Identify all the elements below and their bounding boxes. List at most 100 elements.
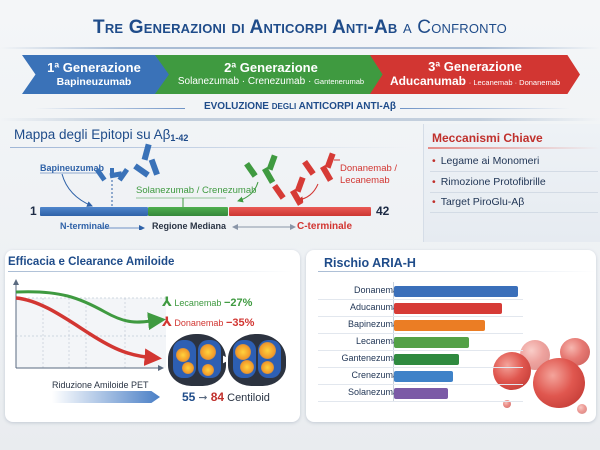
mechanism-divider	[430, 171, 598, 172]
aria-bar-label: Donanemab	[353, 285, 403, 295]
aria-bar-row: Donanemab	[318, 284, 523, 300]
aria-title-divider	[318, 271, 596, 272]
pet-brain-scan-before	[168, 334, 226, 386]
c-terminal-label: C-terminale	[297, 221, 353, 232]
donanemab-label-line: Donanemab /	[340, 163, 398, 174]
mechanism-item-text: Rimozione Protofibrille	[440, 176, 546, 188]
evolution-word: EVOLUZIONE	[203, 101, 269, 112]
generation-1-antibodies: Bapineuzumab	[56, 75, 132, 88]
mechanism-item: • Legame ai Monomeri	[432, 155, 540, 167]
generation-1-chevron: 1ª Generazione Bapineuzumab	[22, 55, 172, 94]
lecanemab-label-line: Lecanemab	[340, 175, 390, 186]
aria-bar-row: Solanezumab	[318, 386, 523, 402]
mechanisms-title: Meccanismi Chiave	[432, 131, 543, 145]
aria-bar-row: Gantenezumab	[318, 352, 523, 368]
solanezumab-crenezumab-label: Solanezumab / Crenezumab	[136, 185, 257, 196]
mechanism-item: • Rimozione Protofibrille	[432, 176, 546, 188]
centiloid-from: 55	[182, 390, 196, 404]
aria-bar	[394, 371, 453, 382]
generation-3-antibodies: Aducanumab	[389, 74, 466, 88]
donanemab-lecanemab-label: Donanemab / Lecanemab	[340, 163, 397, 187]
centiloid-change: 55 ➞ 84 Centiloid	[182, 390, 270, 404]
aria-bar-label: Aducanumab	[349, 302, 403, 312]
amyloid-plaque-illustration	[577, 404, 587, 414]
aria-bar-row: Aducanumab	[318, 301, 523, 317]
aria-bar	[394, 354, 459, 365]
aria-bar	[394, 337, 469, 348]
title-suffix: a Confronto	[402, 17, 507, 38]
aria-bar-row: Crenezumab	[318, 369, 523, 385]
legend-lecanemab-value: −27%	[223, 297, 253, 309]
evolution-antibodies-word: ANTICORPI ANTI-Aβ	[298, 101, 397, 112]
centiloid-to: 84	[210, 390, 225, 404]
legend-donanemab-name: Donanemab	[174, 318, 224, 328]
generation-1-label: 1ª Generazione	[47, 59, 141, 75]
legend-lecanemab-name: Lecanemab	[174, 298, 222, 308]
aria-bar-label: Gantenezumab	[341, 353, 403, 363]
generation-3-label: 3ª Generazione	[428, 59, 522, 74]
antibody-icon-blue-1	[94, 167, 130, 182]
pet-comparison-arrow-icon: ▶	[223, 354, 231, 365]
middle-region-segment	[148, 207, 228, 216]
aria-bar	[394, 303, 502, 314]
evolution-banner: EVOLUZIONE DEGLI ANTICORPI ANTI-Aβ	[0, 101, 600, 112]
region-double-arrow	[232, 224, 296, 230]
middle-region-label: Regione Mediana	[152, 221, 227, 231]
bapineuzumab-label: Bapineuzumab	[40, 163, 105, 173]
efficacy-title-divider	[8, 271, 293, 272]
mechanism-item-text: Legame ai Monomeri	[440, 155, 540, 167]
generation-2-chevron: 2ª Generazione Solanezumab · Crenezumab …	[155, 55, 387, 94]
legend-donanemab: ⅄ Donanemab −35%	[162, 314, 254, 330]
pet-reduction-label: Riduzione Amiloide PET	[52, 380, 149, 390]
sequence-end-position: 42	[376, 204, 390, 218]
legend-donanemab-value: −35%	[225, 317, 255, 329]
aria-bar-label: Bapinezumab	[347, 319, 403, 329]
pet-reduction-arrow	[52, 391, 160, 403]
aria-bar-label: Crenezumab	[351, 370, 403, 380]
aria-chart-axis	[393, 282, 394, 402]
page-title: Tre Generazioni di Anticorpi Anti-Aβ a C…	[0, 17, 600, 39]
mechanism-divider	[430, 212, 598, 213]
aria-bar-label: Lecanemab	[355, 336, 403, 346]
aria-bar	[394, 286, 518, 297]
sequence-start-position: 1	[30, 204, 37, 218]
mechanism-item: • Target PiroGlu-Aβ	[432, 196, 525, 208]
evolution-line-left	[35, 108, 185, 109]
antibody-icon-blue-2	[133, 143, 160, 178]
aria-risk-title: Rischio ARIA-H	[324, 256, 416, 270]
antibody-icons-layer	[40, 143, 340, 230]
amyloid-plaque-illustration	[493, 352, 531, 390]
generation-2-antibodies-extra: Gantenerumab	[314, 77, 365, 86]
n-terminal-segment	[40, 207, 148, 216]
evolution-small-word: DEGLI	[271, 102, 297, 111]
lecanemab-antibody-icon: ⅄	[162, 294, 172, 309]
title-main: Tre Generazioni di Anticorpi Anti-Aβ	[93, 17, 398, 38]
generation-2-label: 2ª Generazione	[224, 60, 318, 75]
n-terminal-label: N-terminale	[60, 221, 110, 231]
aria-bar-row: Bapinezumab	[318, 318, 523, 334]
evolution-line-right	[400, 108, 570, 109]
legend-lecanemab: ⅄ Lecanemab −27%	[162, 294, 252, 310]
title-divider	[0, 47, 600, 49]
amyloid-plaque-illustration	[503, 400, 511, 408]
pet-brain-scan-after	[228, 334, 286, 386]
right-arrow-icon: ➞	[198, 392, 208, 404]
antibody-icon-red-2	[272, 176, 306, 206]
aria-bar	[394, 320, 485, 331]
generation-3-antibodies-extra: · Lecanemab · Donanemab	[468, 78, 561, 87]
centiloid-unit: Centiloid	[227, 392, 270, 404]
antibody-icon-green	[244, 154, 278, 184]
lecanemab-curve	[15, 290, 166, 331]
epitope-title-subscript: 1-42	[170, 133, 189, 143]
donanemab-antibody-icon: ⅄	[162, 314, 172, 329]
bapineuzumab-arrow	[61, 173, 93, 207]
amyloid-plaque-illustration	[533, 358, 585, 408]
epitope-title-divider	[10, 147, 410, 148]
generation-2-antibodies: Solanezumab · Crenezumab ·	[177, 76, 312, 87]
epitope-map-title: Mappa degli Epitopi su Aβ1-42	[14, 127, 188, 143]
aria-bar-row: Lecanemab	[318, 335, 523, 351]
aria-bar	[394, 388, 448, 399]
epitope-title-text: Mappa degli Epitopi su Aβ	[14, 127, 171, 142]
donanemab-curve	[15, 296, 162, 366]
mechanisms-panel	[423, 124, 600, 242]
